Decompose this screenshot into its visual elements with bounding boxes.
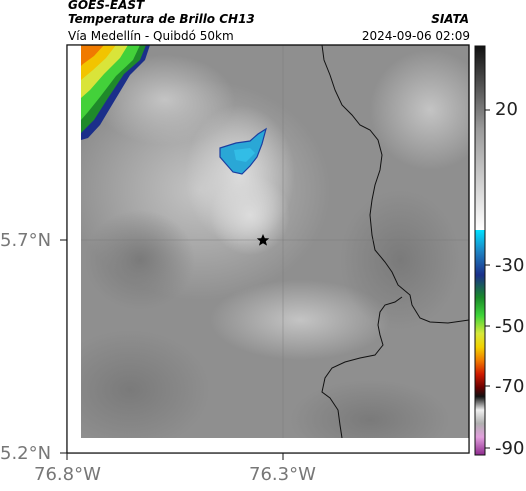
colorbar-label: -70 bbox=[495, 376, 525, 397]
y-tick-label: 5.7°N bbox=[0, 230, 52, 251]
colorbar bbox=[474, 45, 490, 456]
x-tick-label: 76.8°W bbox=[34, 464, 101, 485]
star-marker bbox=[256, 234, 270, 246]
border-line bbox=[321, 296, 403, 438]
colorbar-label: -90 bbox=[495, 438, 525, 459]
map-title: Temperatura de Brillo CH13 bbox=[68, 12, 255, 26]
organization-label: SIATA bbox=[431, 12, 469, 26]
y-tick-label: 5.2°N bbox=[0, 443, 52, 464]
brightness-temperature-field bbox=[81, 45, 469, 438]
x-tick-label: 76.3°W bbox=[249, 464, 316, 485]
colorbar-label: -30 bbox=[495, 255, 525, 276]
datetime-label: 2024-09-06 02:09 bbox=[361, 29, 470, 43]
border-line bbox=[321, 45, 469, 324]
colorbar-label: -50 bbox=[495, 316, 525, 337]
satellite-name: GOES-EAST bbox=[68, 0, 145, 12]
map-subtitle: Vía Medellín - Quibdó 50km bbox=[68, 29, 234, 43]
colorbar-label: 20 bbox=[495, 99, 518, 120]
